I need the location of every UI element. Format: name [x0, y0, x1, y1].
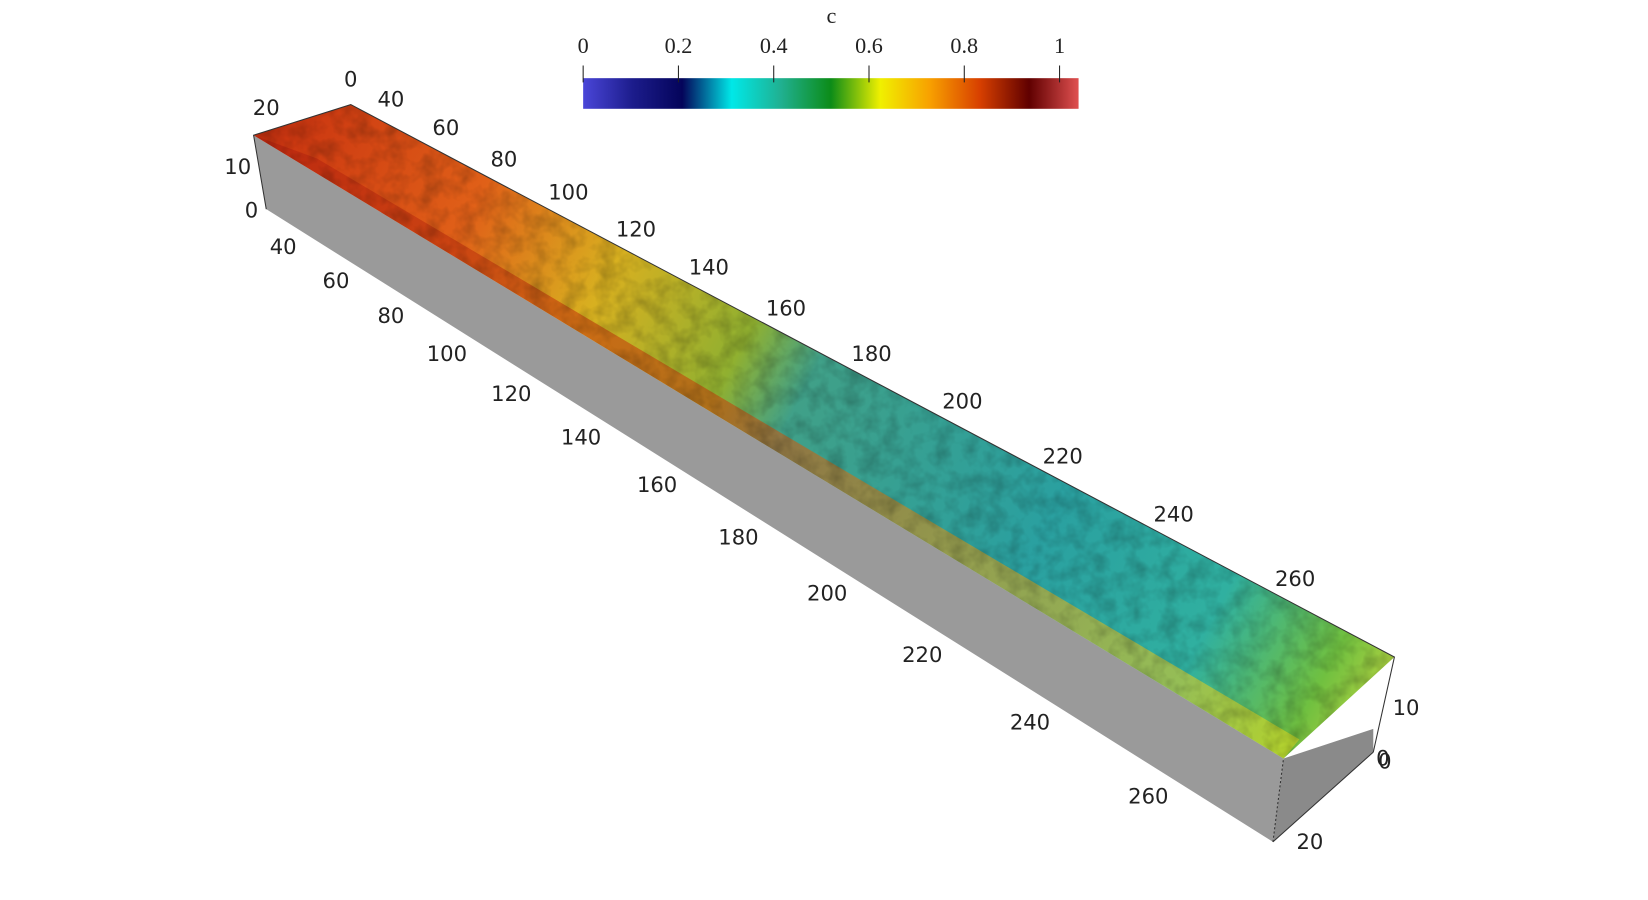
- axis-tick-label: 0: [1376, 746, 1389, 771]
- colorbar-title: c: [826, 3, 836, 28]
- channel-box: [252, 104, 1396, 843]
- box-edge: [1272, 751, 1374, 843]
- axis-tick-label: 180: [718, 525, 758, 550]
- axis-tick-label: 160: [637, 472, 677, 497]
- side-wall: [253, 135, 1284, 842]
- box-edge: [252, 104, 1396, 753]
- axis-tick-label: 100: [548, 179, 588, 204]
- axis-tick-label: 60: [323, 268, 350, 293]
- axis-tick-label: 120: [616, 216, 656, 241]
- axis-tick-label: 100: [427, 341, 467, 366]
- axis-tick-label: 220: [902, 642, 942, 667]
- axis-tick-label: 200: [942, 388, 982, 413]
- colorbar-tick-label: 0.6: [855, 33, 883, 58]
- axis-tick-label: 0: [245, 197, 258, 222]
- axis-tick-label: 0: [344, 66, 357, 91]
- axis-tick-label: 240: [1010, 710, 1050, 735]
- end-floor: [1272, 728, 1374, 842]
- axis-tick-label: 140: [561, 424, 601, 449]
- colorbar-tick-label: 0.2: [665, 33, 693, 58]
- axis-tick-label: 80: [490, 147, 517, 172]
- axis-tick-label: 10: [1393, 695, 1420, 720]
- axis-tick-label: 200: [807, 581, 847, 606]
- flow-texture: [253, 104, 1395, 759]
- colorbar-tick-label: 0.8: [950, 33, 978, 58]
- axis-tick-label: 0: [1378, 749, 1391, 774]
- colorbar-tick-label: 1: [1054, 33, 1065, 58]
- axis-tick-label: 240: [1153, 501, 1193, 526]
- axis-tick-label: 40: [270, 234, 297, 259]
- axis-tick-label: 260: [1128, 784, 1168, 809]
- colorbar-tick-label: 0: [578, 33, 589, 58]
- axis-tick-label: 120: [491, 381, 531, 406]
- axis-tick-label: 260: [1275, 566, 1315, 591]
- box-edge: [1272, 758, 1285, 842]
- axis-tick-label: 160: [766, 296, 806, 321]
- axis-tick-label: 20: [253, 95, 280, 120]
- colorbar-tick-label: 0.4: [760, 33, 788, 58]
- axis-labels: 0406080100120140160180200220240260406080…: [224, 66, 1419, 854]
- axis-tick-label: 140: [689, 254, 729, 279]
- axis-tick-label: 10: [224, 154, 251, 179]
- axis-tick-label: 220: [1043, 443, 1083, 468]
- colorbar-ramp: [583, 78, 1079, 109]
- axis-tick-label: 80: [377, 303, 404, 328]
- axis-tick-label: 180: [851, 341, 891, 366]
- colorbar: c 0 0.2 0.4 0.6 0.8 1: [578, 3, 1079, 109]
- axis-tick-label: 20: [1296, 829, 1323, 854]
- axis-tick-label: 40: [377, 86, 404, 111]
- axis-tick-label: 60: [432, 115, 459, 140]
